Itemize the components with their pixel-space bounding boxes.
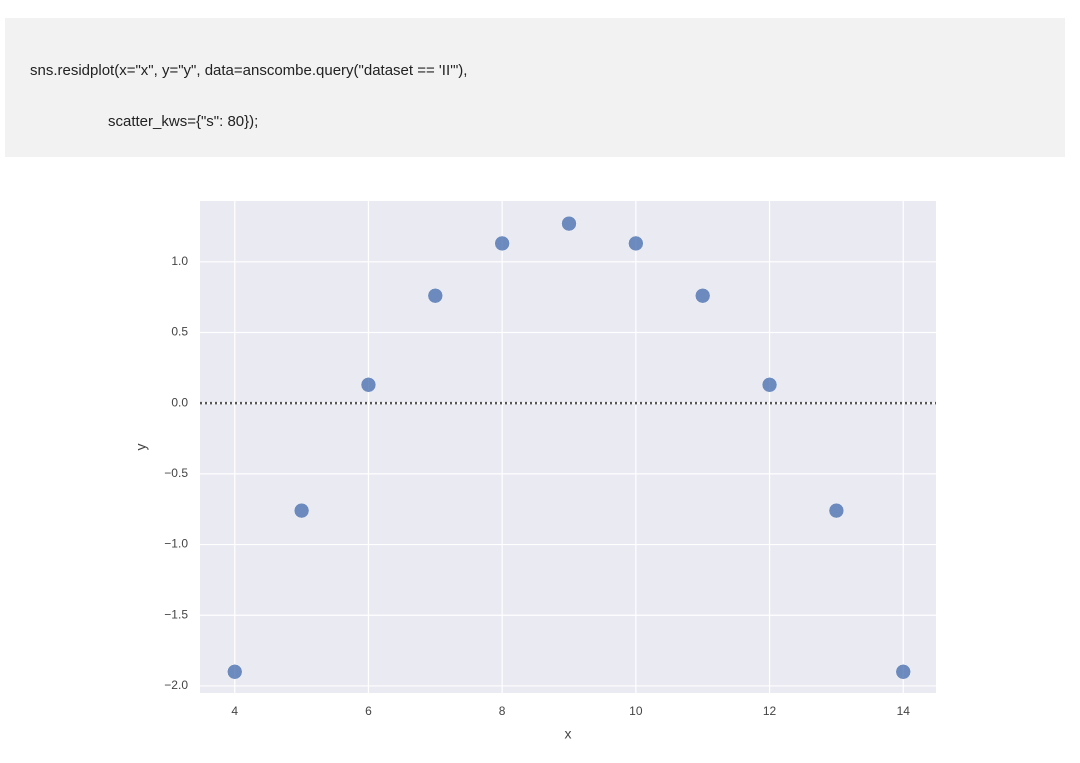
point [360, 377, 377, 393]
x-tick-label: 4 [231, 704, 238, 718]
x-tick-label: 14 [897, 704, 911, 718]
point [227, 664, 243, 680]
point [427, 287, 444, 304]
x-tick-label: 8 [499, 704, 506, 718]
y-tick-label: −1.0 [164, 537, 188, 551]
y-tick-label: 0.5 [171, 325, 188, 339]
code-line: sns.residplot(x="x", y="y", data=anscomb… [30, 62, 468, 79]
y-tick-label: −0.5 [164, 466, 188, 480]
y-tick-label: 0.0 [171, 395, 188, 409]
x-tick-label: 10 [629, 704, 643, 718]
point [761, 377, 778, 393]
code-line: scatter_kws={"s": 80}); [108, 113, 259, 130]
point [494, 235, 510, 252]
y-axis-label: y [133, 444, 149, 451]
x-axis-label: x [565, 726, 572, 742]
x-tick-label: 6 [365, 704, 372, 718]
point [293, 502, 310, 519]
point [628, 235, 644, 252]
plot-area [200, 201, 936, 693]
point [694, 287, 711, 304]
y-tick-label: 1.0 [171, 254, 188, 268]
code-cell: sns.residplot(x="x", y="y", data=anscomb… [5, 18, 1065, 157]
y-tick-label: −1.5 [164, 607, 188, 621]
x-tick-label: 12 [763, 704, 777, 718]
point [895, 664, 911, 680]
point [561, 215, 577, 232]
y-tick-label: −2.0 [164, 678, 188, 692]
point [828, 502, 845, 519]
